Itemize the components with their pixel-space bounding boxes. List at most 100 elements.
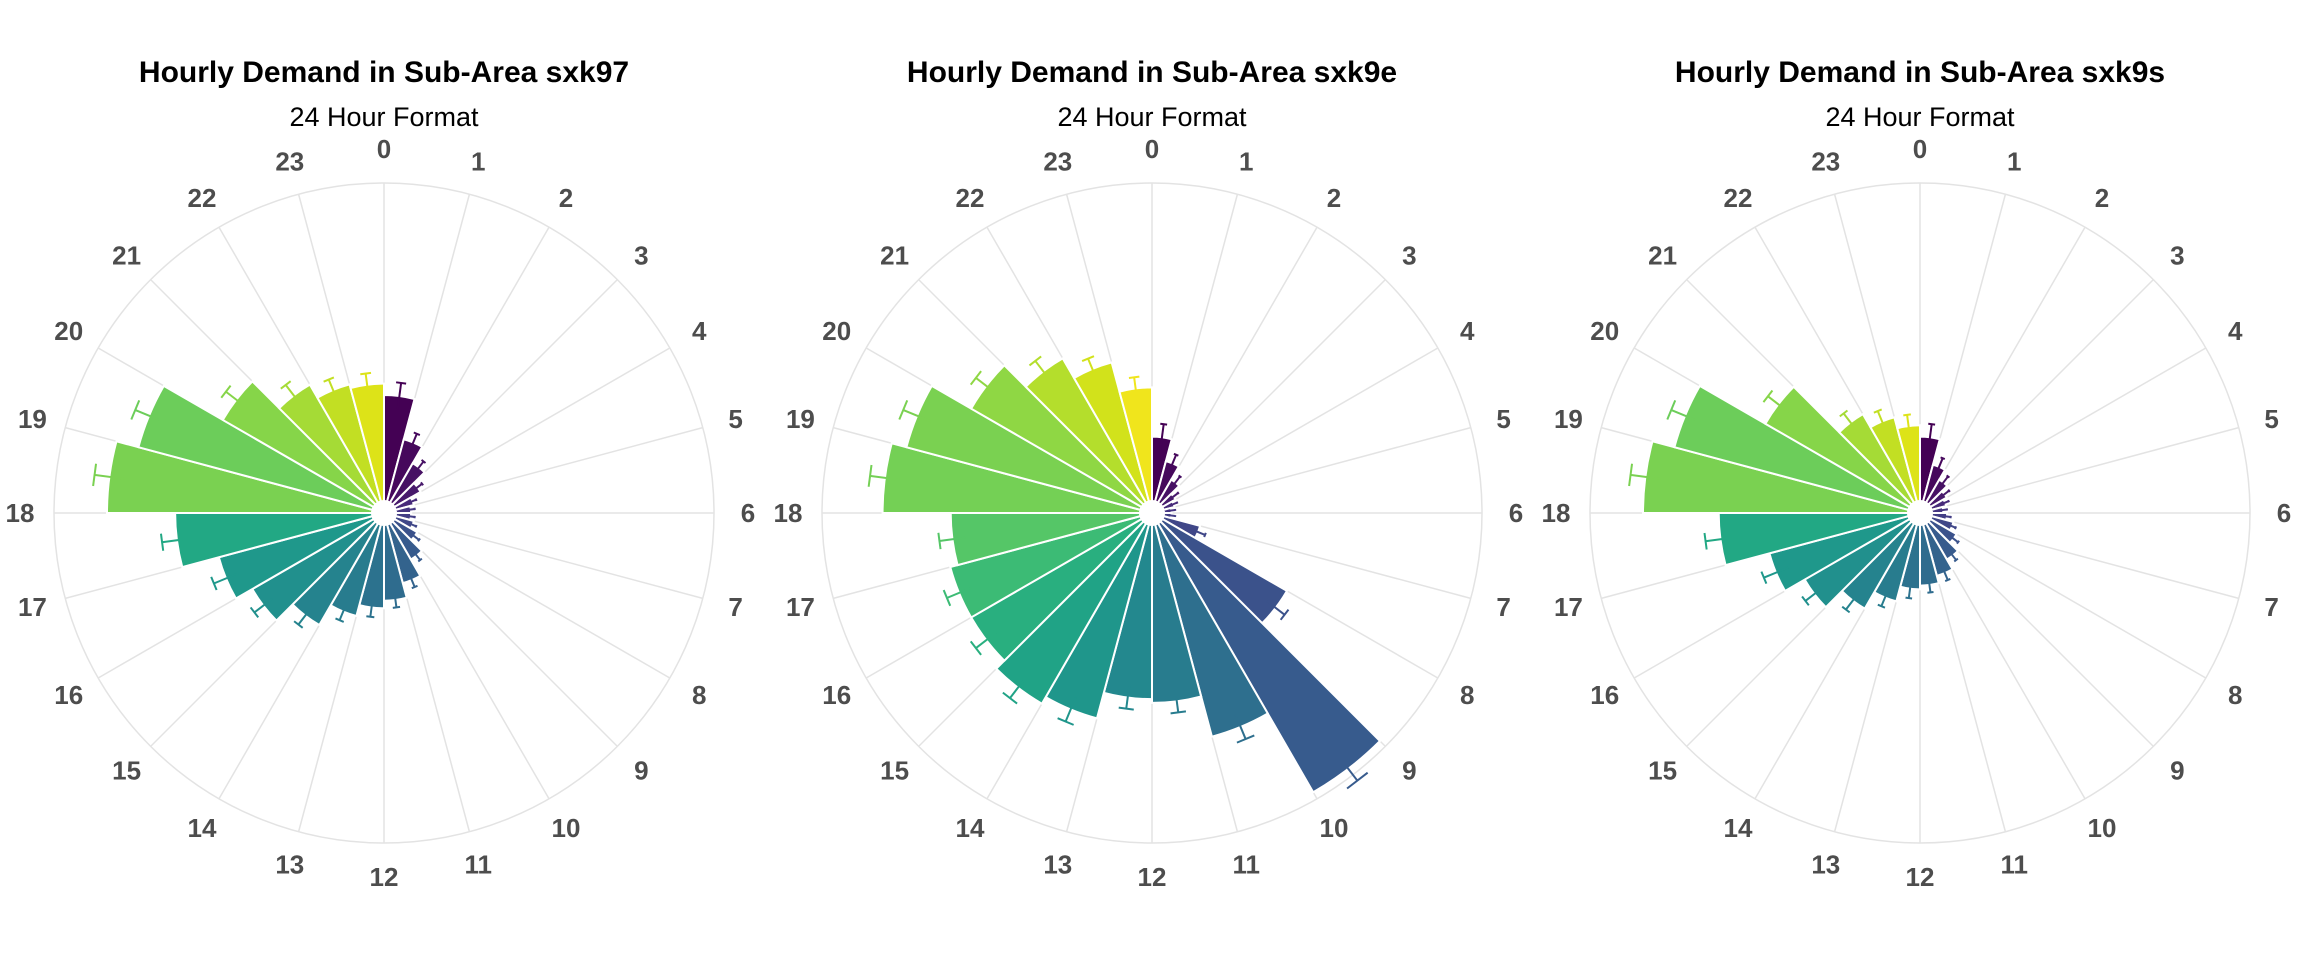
- hour-label-4: 4: [2228, 316, 2243, 346]
- hour-label-2: 2: [2095, 183, 2109, 213]
- bar-hour-23: [349, 382, 385, 503]
- hour-label-12: 12: [1906, 862, 1935, 892]
- hour-label-15: 15: [1648, 755, 1677, 785]
- hour-label-13: 13: [275, 850, 304, 880]
- hour-label-15: 15: [112, 755, 141, 785]
- hour-label-3: 3: [1402, 241, 1416, 271]
- hour-label-18: 18: [774, 498, 803, 528]
- grid-spoke: [395, 515, 703, 600]
- error-bar-hour-4: [1169, 501, 1179, 507]
- error-bar-hour-19: [1666, 400, 1700, 423]
- hour-label-5: 5: [728, 404, 742, 434]
- grid-spoke: [395, 426, 703, 511]
- hour-label-22: 22: [1724, 183, 1753, 213]
- hour-label-13: 13: [1043, 850, 1072, 880]
- error-bar-hour-23: [360, 371, 372, 397]
- grid-spoke: [1159, 279, 1386, 506]
- hour-label-21: 21: [880, 241, 909, 271]
- hour-label-0: 0: [377, 134, 391, 164]
- error-bar-hour-19: [898, 400, 932, 423]
- hour-label-20: 20: [1590, 316, 1619, 346]
- error-bar-hour-13: [335, 602, 348, 623]
- error-bar-hour-0: [1927, 422, 1936, 451]
- hour-label-20: 20: [822, 316, 851, 346]
- chart-subtitle: 24 Hour Format: [1057, 102, 1247, 132]
- hour-label-16: 16: [54, 680, 83, 710]
- error-bar-hour-12: [366, 597, 375, 619]
- chart-panel-2: Hourly Demand in Sub-Area sxk9e 24 Hour …: [768, 0, 1536, 960]
- grid-spoke: [1162, 347, 1439, 508]
- error-bar-hour-16: [210, 572, 239, 591]
- error-bar-hour-7: [1948, 523, 1958, 530]
- grid-spoke: [1163, 515, 1471, 600]
- hour-label-8: 8: [1460, 680, 1474, 710]
- error-bar-hour-3: [1939, 489, 1951, 499]
- error-bar-hour-3: [412, 481, 424, 492]
- error-bar-hour-3: [1168, 491, 1180, 501]
- error-bar-hour-6: [407, 515, 416, 519]
- bar-hour-0: [1151, 435, 1173, 503]
- bar-hour-14: [994, 520, 1148, 706]
- hour-label-20: 20: [54, 316, 83, 346]
- error-bar-hour-15: [1801, 586, 1824, 606]
- bar-hour-23: [1896, 424, 1921, 503]
- bar-hour-18: [105, 440, 374, 514]
- error-bar-hour-10: [1941, 565, 1951, 582]
- error-bar-hour-19: [130, 400, 164, 423]
- bar-hour-23: [1118, 386, 1153, 503]
- error-bar-hour-22: [1081, 355, 1098, 380]
- bar-hour-18: [1641, 440, 1910, 514]
- error-bar-hour-10: [1234, 714, 1255, 744]
- error-bar-hour-22: [323, 376, 339, 401]
- hour-label-15: 15: [880, 755, 909, 785]
- hour-label-17: 17: [786, 592, 815, 622]
- hour-label-6: 6: [741, 498, 755, 528]
- error-bar-hour-8: [409, 532, 421, 542]
- hour-label-6: 6: [2277, 498, 2291, 528]
- hour-label-3: 3: [634, 241, 648, 271]
- error-bar-hour-5: [1167, 508, 1177, 512]
- error-bar-hour-21: [280, 380, 303, 407]
- hour-label-12: 12: [1138, 862, 1167, 892]
- hour-label-0: 0: [1913, 134, 1927, 164]
- grid-spoke: [1930, 347, 2207, 508]
- chart-title: Hourly Demand in Sub-Area sxk97: [138, 56, 630, 89]
- hour-label-3: 3: [2170, 241, 2184, 271]
- hour-label-14: 14: [1724, 813, 1753, 843]
- hour-label-4: 4: [692, 316, 707, 346]
- error-bar-hour-5: [1939, 508, 1949, 512]
- hour-label-11: 11: [1232, 850, 1260, 880]
- hour-label-14: 14: [956, 813, 985, 843]
- hour-label-16: 16: [1590, 680, 1619, 710]
- bar-hour-21: [1024, 356, 1148, 506]
- hour-label-19: 19: [1554, 404, 1583, 434]
- bar-hour-21: [1837, 412, 1916, 506]
- grid-spoke: [394, 518, 671, 679]
- bar-hour-22: [316, 383, 383, 504]
- error-bar-hour-16: [1760, 566, 1789, 585]
- hour-label-13: 13: [1811, 850, 1840, 880]
- error-bar-hour-4: [408, 498, 418, 504]
- error-bar-hour-0: [395, 381, 407, 410]
- bar-hour-1: [385, 438, 424, 504]
- grid-spoke: [1163, 426, 1471, 511]
- error-bar-hour-9: [1948, 550, 1959, 563]
- bar-hour-0: [1919, 435, 1941, 503]
- hour-label-18: 18: [6, 498, 35, 528]
- hour-label-8: 8: [2228, 680, 2242, 710]
- hour-label-10: 10: [2088, 813, 2117, 843]
- error-bar-hour-17: [937, 532, 966, 550]
- error-bar-hour-18: [1628, 463, 1661, 487]
- bar-hour-4: [393, 496, 416, 512]
- bar-hour-9: [1156, 520, 1382, 794]
- hour-label-10: 10: [552, 813, 581, 843]
- grid-spoke: [1927, 279, 2154, 506]
- error-bar-hour-11: [1927, 577, 1934, 594]
- error-bar-hour-23: [1128, 375, 1140, 400]
- grid-spoke: [1925, 226, 2086, 503]
- error-bar-hour-2: [413, 459, 427, 475]
- error-bar-hour-1: [1167, 452, 1179, 473]
